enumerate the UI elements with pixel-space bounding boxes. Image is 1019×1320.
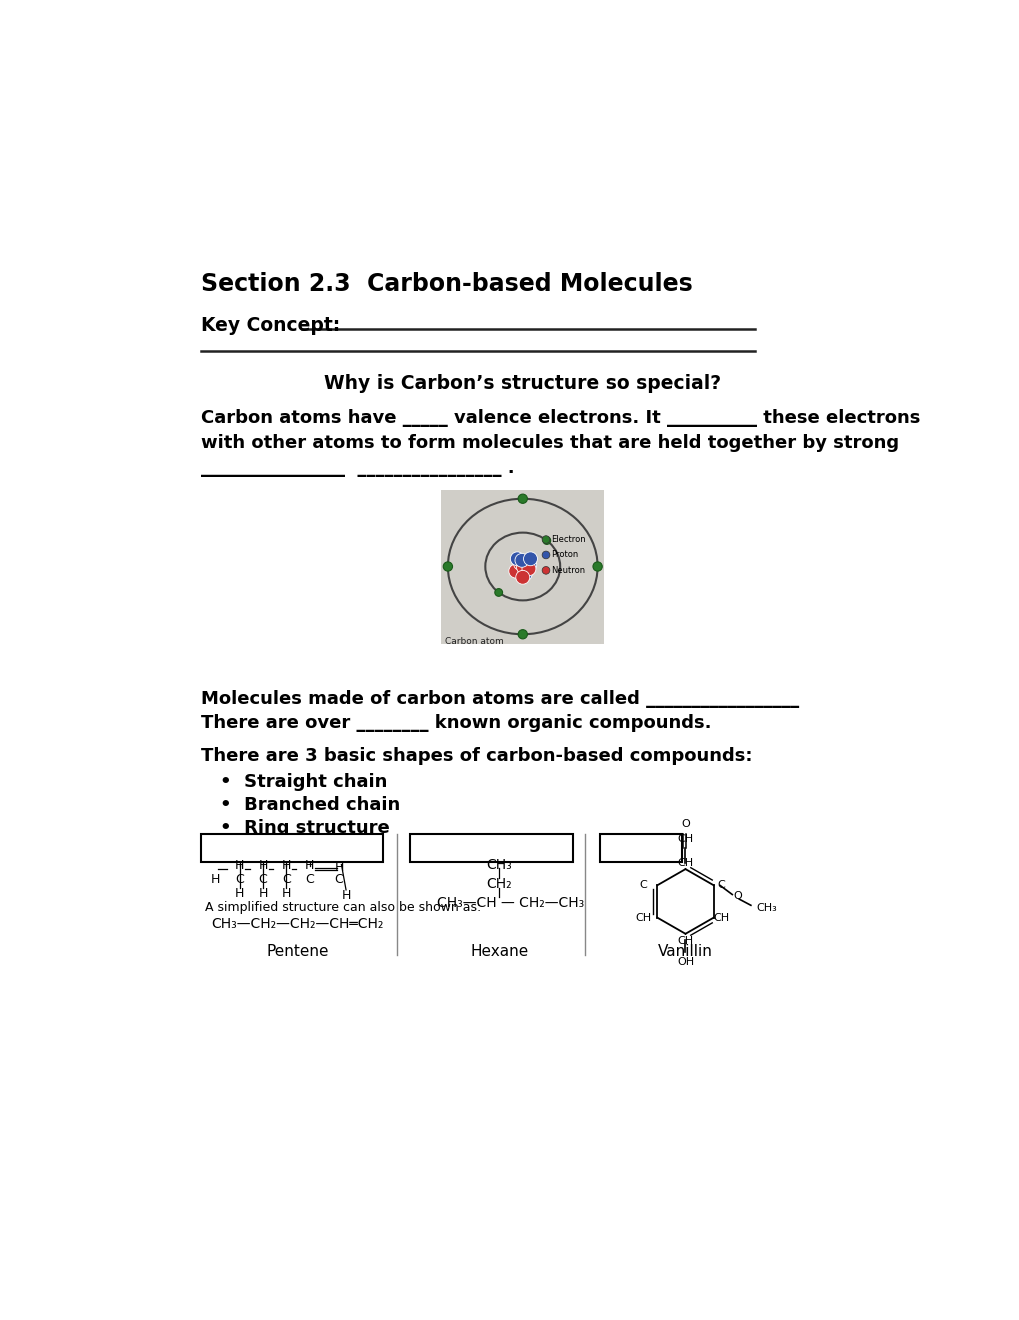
Bar: [410, 834, 573, 862]
Circle shape: [518, 494, 527, 503]
Text: with other atoms to form molecules that are held together by strong: with other atoms to form molecules that …: [201, 434, 899, 451]
Text: Vanillin: Vanillin: [657, 944, 712, 958]
Circle shape: [515, 553, 529, 568]
Bar: [441, 490, 603, 644]
Circle shape: [518, 568, 532, 581]
Circle shape: [522, 558, 536, 572]
Text: CH: CH: [712, 912, 729, 923]
Text: H: H: [341, 890, 351, 902]
Circle shape: [516, 570, 529, 585]
Text: H: H: [211, 873, 220, 886]
Bar: [201, 834, 383, 862]
Circle shape: [541, 552, 549, 558]
Text: Carbon atom: Carbon atom: [445, 638, 503, 647]
Text: CH: CH: [677, 834, 693, 845]
Text: •  Ring structure: • Ring structure: [220, 818, 390, 837]
Circle shape: [592, 562, 601, 572]
Circle shape: [513, 557, 527, 570]
Text: CH₃: CH₃: [486, 858, 512, 871]
Text: CH: CH: [635, 912, 651, 923]
Text: C: C: [639, 880, 647, 890]
Text: CH₃—CH — CH₂—CH₃: CH₃—CH — CH₂—CH₃: [437, 896, 584, 909]
Circle shape: [542, 537, 550, 544]
Text: H: H: [335, 861, 344, 874]
Text: Carbon atoms have _____ valence electrons. It __________ these electrons: Carbon atoms have _____ valence electron…: [201, 409, 919, 426]
Text: CH₃: CH₃: [755, 903, 776, 913]
Circle shape: [522, 562, 535, 576]
Text: C: C: [305, 873, 314, 886]
Text: ________________  ________________ .: ________________ ________________ .: [201, 459, 515, 478]
Text: Key Concept:: Key Concept:: [201, 317, 340, 335]
Text: H: H: [235, 887, 245, 900]
Text: H: H: [258, 887, 268, 900]
Text: H: H: [235, 859, 245, 873]
Text: Proton: Proton: [551, 550, 578, 560]
Text: O: O: [733, 891, 742, 902]
Text: •  Branched chain: • Branched chain: [220, 796, 400, 814]
Bar: [599, 834, 681, 862]
Text: A simplified structure can also be shown as:: A simplified structure can also be shown…: [205, 902, 481, 915]
Text: OH: OH: [677, 957, 693, 966]
Text: Neutron: Neutron: [551, 566, 585, 574]
Circle shape: [508, 564, 523, 578]
Text: CH₂: CH₂: [486, 876, 512, 891]
Text: H: H: [258, 859, 268, 873]
Circle shape: [541, 566, 549, 574]
Text: •  Straight chain: • Straight chain: [220, 774, 387, 791]
Text: Pentene: Pentene: [267, 944, 329, 958]
Text: H: H: [305, 859, 314, 873]
Text: O: O: [681, 820, 689, 829]
Text: Section 2.3  Carbon-based Molecules: Section 2.3 Carbon-based Molecules: [201, 272, 692, 297]
Text: There are 3 basic shapes of carbon-based compounds:: There are 3 basic shapes of carbon-based…: [201, 747, 752, 766]
Text: C: C: [259, 873, 267, 886]
Text: C: C: [716, 880, 725, 890]
Text: There are over ________ known organic compounds.: There are over ________ known organic co…: [201, 714, 711, 733]
Circle shape: [516, 560, 530, 574]
Text: Molecules made of carbon atoms are called _________________: Molecules made of carbon atoms are calle…: [201, 689, 799, 708]
Text: CH: CH: [677, 936, 693, 946]
Circle shape: [518, 630, 527, 639]
Text: H: H: [281, 859, 290, 873]
Text: CH₃—CH₂—CH₂—CH═CH₂: CH₃—CH₂—CH₂—CH═CH₂: [211, 917, 383, 931]
Text: C: C: [235, 873, 244, 886]
Text: C: C: [281, 873, 290, 886]
Text: CH: CH: [677, 858, 693, 869]
Circle shape: [541, 536, 549, 544]
Text: H: H: [281, 887, 290, 900]
Text: Why is Carbon’s structure so special?: Why is Carbon’s structure so special?: [324, 374, 720, 393]
Text: Hexane: Hexane: [470, 944, 528, 958]
Circle shape: [443, 562, 452, 572]
Circle shape: [510, 552, 524, 566]
Text: Electron: Electron: [551, 535, 586, 544]
Text: C: C: [334, 873, 343, 886]
Circle shape: [523, 552, 537, 566]
Circle shape: [494, 589, 502, 597]
